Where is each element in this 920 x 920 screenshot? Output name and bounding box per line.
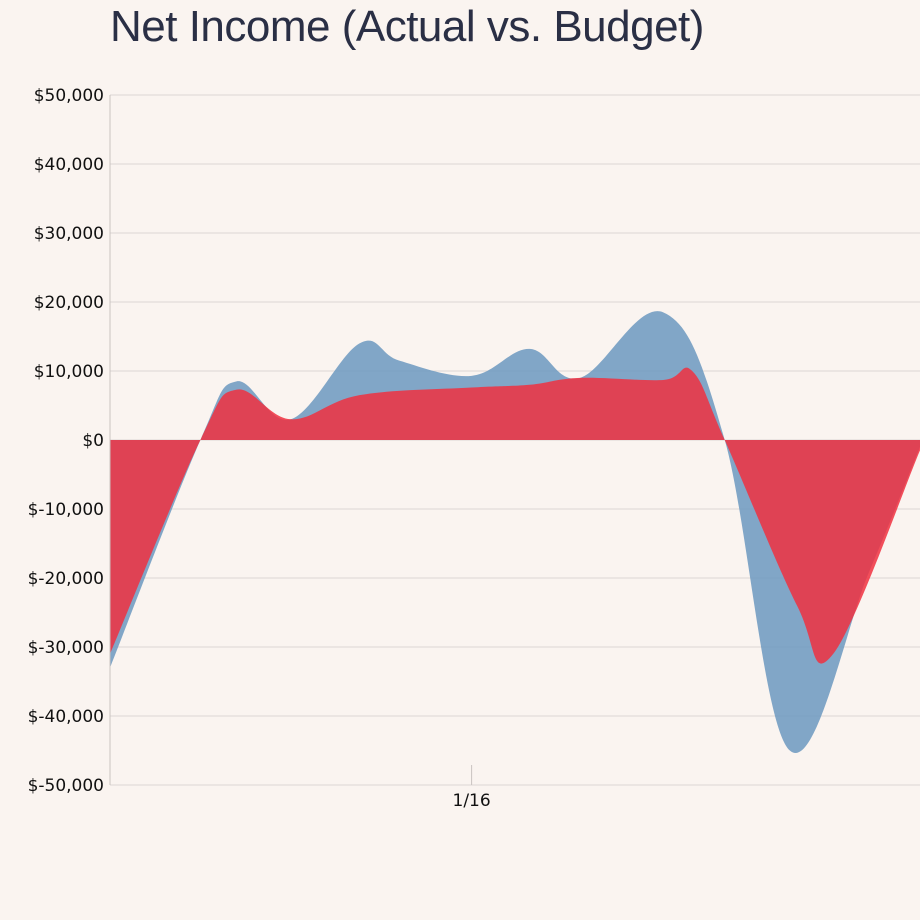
y-tick-label: $10,000 bbox=[34, 362, 104, 382]
y-tick-label: $20,000 bbox=[34, 293, 104, 313]
y-tick-label: $-30,000 bbox=[28, 638, 104, 658]
y-tick-label: $-40,000 bbox=[28, 707, 104, 727]
series-areas bbox=[110, 311, 920, 753]
y-tick-label: $-10,000 bbox=[28, 500, 104, 520]
y-tick-label: $50,000 bbox=[34, 86, 104, 106]
y-tick-label: $-20,000 bbox=[28, 569, 104, 589]
y-tick-label: $0 bbox=[82, 431, 104, 451]
y-tick-label: $-50,000 bbox=[28, 776, 104, 796]
y-tick-label: $40,000 bbox=[34, 155, 104, 175]
y-tick-label: $30,000 bbox=[34, 224, 104, 244]
x-tick-label: 1/16 bbox=[453, 791, 491, 811]
axes: $50,000 $40,000 $30,000 $20,000 $10,000 $0 $-1… bbox=[28, 86, 491, 811]
